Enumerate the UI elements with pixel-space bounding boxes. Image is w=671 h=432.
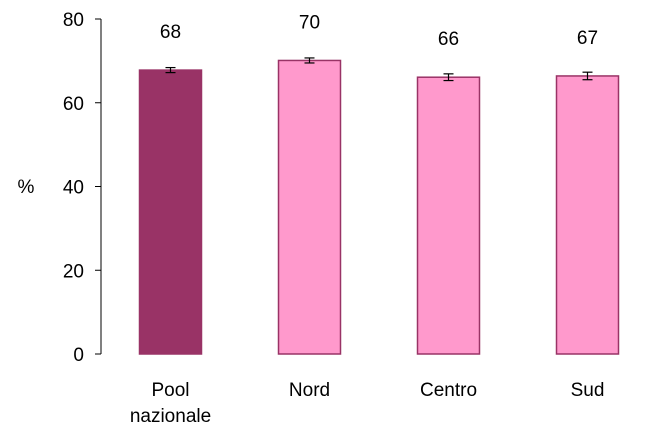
y-tick-label: 20 [63,261,84,282]
x-tick-label-line: Pool [151,380,189,401]
y-tick-label: 40 [63,178,84,199]
data-label: 70 [299,12,320,33]
bars-group: 68 70 66 67 [138,12,620,355]
data-label: 67 [577,28,598,49]
y-axis-label: % [18,177,35,198]
x-tick-label-line: Centro [420,380,477,401]
x-tick-label-line: Sud [571,380,605,401]
x-tick-label-line: nazionale [130,406,211,427]
x-tick-label: Nord [289,380,330,401]
x-tick-label: Pool nazionale [130,380,211,427]
y-tick-label: 60 [63,94,84,115]
data-label: 66 [438,29,459,50]
x-tick-label: Centro [420,380,477,401]
y-tick-label: 0 [73,345,84,366]
y-tick-label: 80 [63,10,84,31]
x-tick-label: Sud [571,380,605,401]
bar [138,69,203,355]
data-label: 68 [160,22,181,43]
bar [277,59,342,355]
x-tick-label-line: Nord [289,380,330,401]
y-axis: 0 20 40 60 80 [63,10,101,366]
bar [555,75,620,355]
bar [416,76,481,355]
x-axis-labels: Pool nazionale Nord Centro Sud [130,380,605,427]
